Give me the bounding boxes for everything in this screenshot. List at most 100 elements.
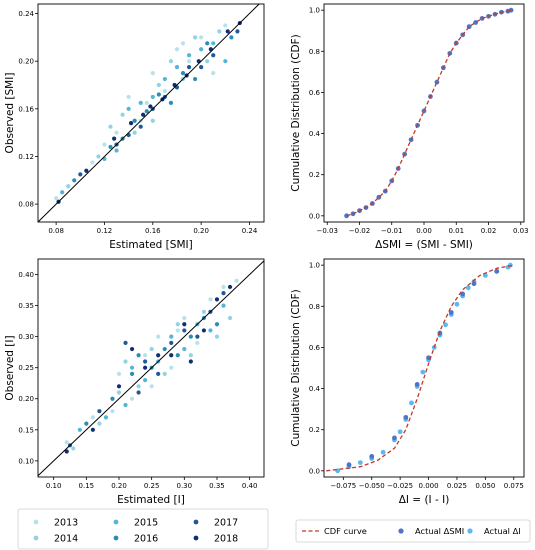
scatter-point-2016 — [175, 353, 180, 358]
panel-3: 0.10 0.15 0.20 0.25 0.30 0.35 0.40 0.10 0.15 0.20… — [4, 258, 265, 506]
scatter-point-2013 — [199, 35, 204, 40]
scatter-point-2016 — [132, 118, 137, 123]
scatter-point-2016 — [108, 144, 113, 150]
scatter-point-2015 — [126, 106, 131, 111]
scatter-point-2015 — [138, 100, 143, 105]
scatter-point-2015 — [123, 402, 128, 408]
cdf-point — [448, 310, 454, 315]
scatter-point-2017 — [136, 390, 141, 395]
y-tick-label: 0.24 — [18, 10, 34, 18]
y-axis-label: Observed [I] — [4, 335, 16, 400]
scatter-point-2016 — [214, 322, 220, 327]
y-tick-label: 0.30 — [18, 333, 34, 341]
x-tick-label: 0.24 — [242, 227, 258, 235]
scatter-point-2016 — [168, 100, 174, 105]
y-tick-label: 0.0 — [309, 467, 320, 475]
x-tick-label: 0.000 — [419, 482, 439, 490]
scatter-point-2015 — [162, 76, 167, 82]
legend-marker — [33, 535, 39, 541]
scatter-point-2015 — [150, 94, 155, 100]
scatter-point-2016 — [144, 109, 149, 114]
scatter-point-2013 — [114, 130, 119, 135]
x-axis-label: Estimated [SMI] — [109, 239, 192, 251]
scatter-point-2013 — [90, 160, 95, 165]
scatter-point-2013 — [169, 365, 174, 370]
x-tick-label: 0.01 — [448, 227, 464, 235]
scatter-point-2018 — [188, 359, 193, 364]
scatter-point-2015 — [143, 378, 148, 383]
legend-marker — [113, 535, 119, 541]
scatter-point-2013 — [126, 94, 131, 100]
cdf-point — [392, 435, 397, 441]
legend-label: 2013 — [54, 518, 78, 529]
scatter-point-2014 — [132, 130, 137, 135]
scatter-point-2016 — [180, 70, 186, 76]
x-tick-label: −0.03 — [316, 227, 337, 235]
scatter-point-2013 — [223, 23, 228, 28]
scatter-point-2016 — [156, 92, 161, 97]
scatter-point-2016 — [193, 76, 198, 82]
scatter-point-2016 — [72, 178, 77, 183]
plot-frame — [37, 3, 265, 223]
scatter-point-2018 — [201, 328, 207, 333]
scatter-point-2013 — [180, 41, 186, 46]
cdf-point — [403, 414, 409, 420]
scatter-point-2017 — [97, 409, 102, 414]
scatter-point-2014 — [136, 384, 141, 389]
cdf-point — [494, 268, 500, 274]
scatter-point-2013 — [211, 70, 216, 76]
scatter-point-2015 — [211, 41, 216, 46]
x-tick-label: 0.02 — [481, 227, 497, 235]
scatter-point-2013 — [175, 328, 180, 333]
panel-4: −0.075 −0.050 −0.025 0.000 0.025 0.050 0.075 0.… — [290, 258, 525, 506]
scatter-point-2013 — [102, 142, 107, 147]
x-tick-label: −0.02 — [349, 227, 370, 235]
scatter-point-2018 — [129, 346, 135, 352]
scatter-point-2013 — [110, 409, 115, 414]
scatter-point-2014 — [120, 112, 125, 117]
y-axis-label: Observed [SMI] — [4, 73, 16, 154]
scatter-point-2016 — [205, 41, 210, 46]
scatter-point-2016 — [188, 334, 193, 339]
legend-marker — [398, 528, 404, 534]
y-tick-label: 0.10 — [18, 457, 34, 465]
scatter-point-2016 — [162, 346, 167, 352]
scatter-point-2014 — [168, 59, 174, 64]
scatter-point-2015 — [223, 59, 228, 64]
scatter-point-2013 — [144, 100, 149, 105]
scatter-point-2013 — [162, 88, 167, 94]
y-tick-label: 0.40 — [18, 271, 34, 279]
scatter-point-2016 — [229, 35, 234, 40]
y-tick-label: 0.4 — [309, 130, 321, 138]
scatter-point-2017 — [123, 340, 128, 345]
scatter-point-2013 — [129, 396, 135, 401]
scatter-point-2014 — [66, 184, 71, 189]
scatter-point-2014 — [188, 353, 193, 358]
scatter-point-2015 — [129, 365, 135, 370]
scatter-point-2013 — [186, 59, 192, 64]
scatter-point-2014 — [150, 118, 155, 123]
cdf-point — [369, 454, 375, 459]
scatter-point-2013 — [195, 340, 200, 345]
cdf-point — [443, 322, 448, 328]
y-tick-label: 0.35 — [18, 302, 34, 310]
scatter-point-2013 — [90, 415, 95, 420]
x-tick-label: −0.025 — [387, 482, 413, 490]
x-tick-label: 0.40 — [242, 482, 258, 490]
scatter-point-2014 — [175, 322, 180, 327]
x-tick-label: 0.075 — [504, 482, 524, 490]
cdf-legend: CDF curve Actual ΔSMI Actual ΔI — [295, 519, 531, 543]
scatter-point-2013 — [221, 284, 226, 290]
scatter-point-2015 — [60, 190, 65, 195]
x-tick-label: 0.20 — [111, 482, 127, 490]
x-axis-label: Estimated [I] — [117, 494, 185, 506]
cdf-point — [420, 369, 426, 375]
scatter-point-2014 — [97, 421, 102, 426]
scatter-point-2014 — [96, 154, 101, 159]
scatter-point-2014 — [108, 124, 113, 129]
scatter-point-2018 — [148, 104, 153, 109]
scatter-point-2014 — [149, 346, 154, 352]
x-tick-label: 0.30 — [177, 482, 193, 490]
scatter-point-2018 — [214, 297, 220, 302]
